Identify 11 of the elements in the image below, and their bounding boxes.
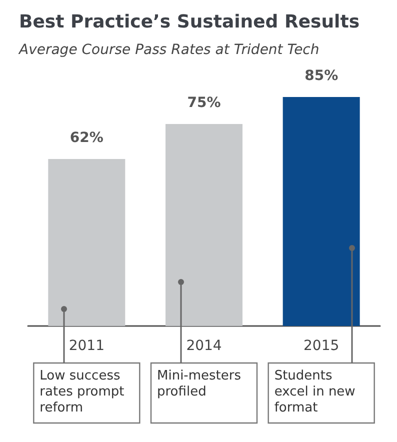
- x-tick-label: 2014: [186, 338, 222, 354]
- text: Mini-mesters profiled: [157, 368, 246, 400]
- data-label: 62%: [70, 130, 104, 146]
- x-tick-label: 2011: [68, 338, 104, 354]
- text: Low success rates prompt reform: [40, 368, 128, 416]
- x-tick-label: 2015: [304, 338, 340, 354]
- text: Students excel in new format: [274, 368, 360, 416]
- chart-subtitle: Average Course Pass Rates at Trident Tech: [18, 42, 320, 58]
- chart-title: Best Practice’s Sustained Results: [19, 12, 360, 32]
- data-label: 85%: [304, 68, 338, 84]
- data-label: 75%: [187, 94, 221, 111]
